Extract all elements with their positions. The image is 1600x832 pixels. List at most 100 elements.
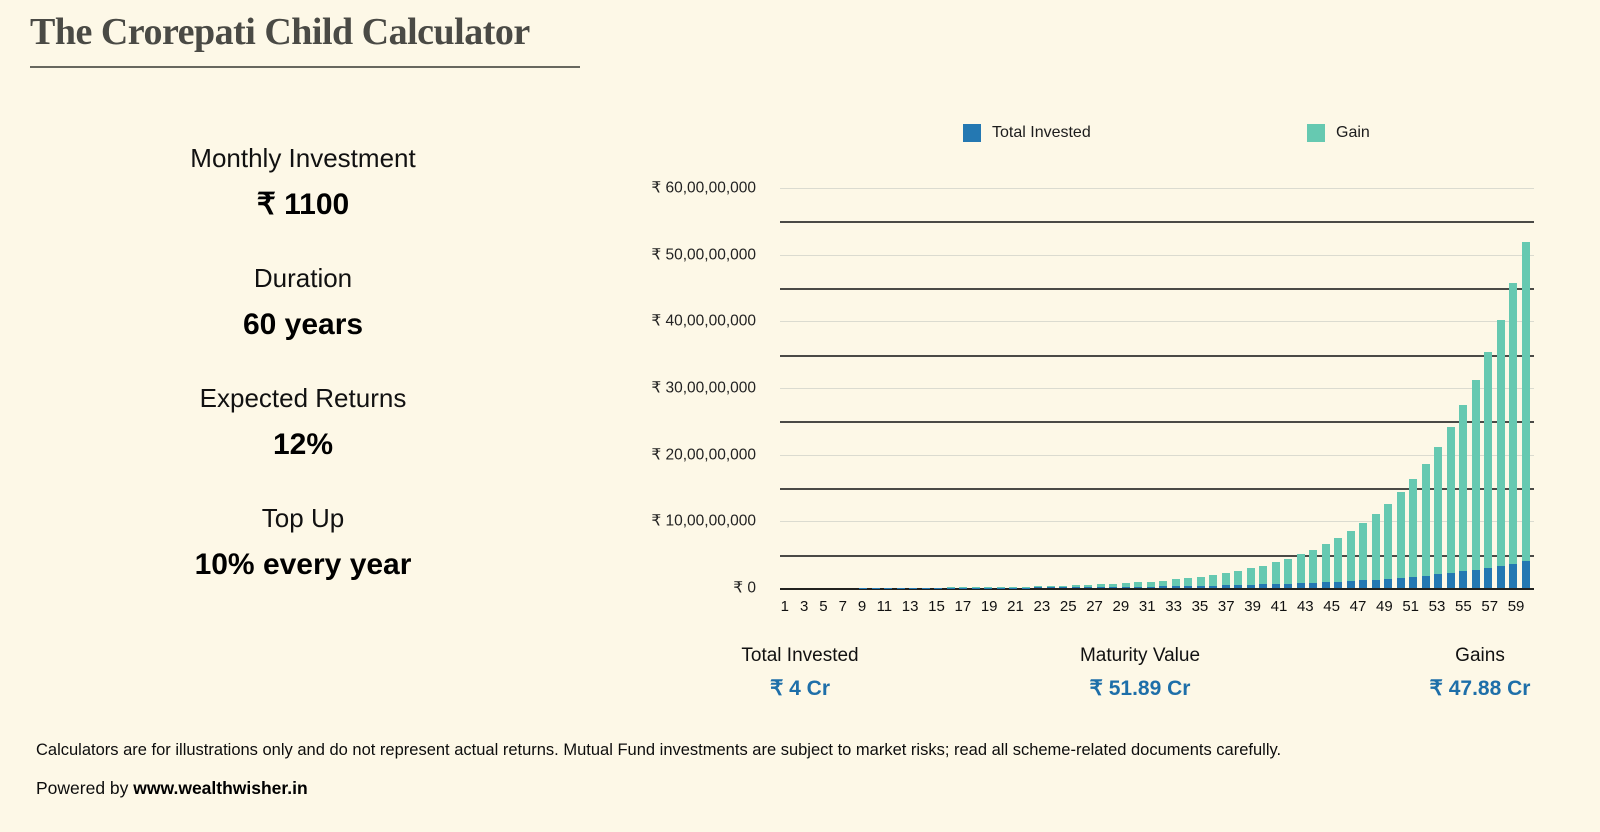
bar-segment-invested [1046, 587, 1055, 588]
chart-plot [780, 188, 1534, 590]
y-axis-label: ₹ 10,00,00,000 [651, 512, 756, 530]
x-axis-label [1472, 598, 1482, 615]
bar-segment-gain [996, 586, 1005, 588]
x-axis-label: 41 [1270, 598, 1288, 615]
bar-segment-invested [1521, 561, 1530, 588]
x-axis-label: 37 [1217, 598, 1235, 615]
bar-segment-gain [1409, 478, 1418, 577]
gridline [780, 421, 1534, 424]
bar-year-51 [1407, 478, 1420, 588]
bar-segment-gain [1046, 586, 1055, 588]
y-axis-label: ₹ 40,00,00,000 [651, 312, 756, 330]
x-axis-label: 3 [799, 598, 809, 615]
bar-segment-gain [1246, 568, 1255, 585]
bar-segment-gain [1096, 584, 1105, 588]
bar-segment-gain [1509, 283, 1518, 564]
bar-year-60 [1520, 242, 1533, 588]
x-axis-label: 29 [1112, 598, 1130, 615]
x-axis-label: 31 [1138, 598, 1156, 615]
x-axis-label [1261, 598, 1271, 615]
bar-segment-gain [1434, 446, 1443, 575]
bar-segment-invested [1071, 587, 1080, 588]
param-value: 12% [272, 428, 334, 461]
x-axis-label [1340, 598, 1350, 615]
bar-segment-gain [1459, 405, 1468, 572]
bar-segment-gain [1396, 492, 1405, 578]
bar-segment-gain [1359, 523, 1368, 581]
bar-segment-gain [1259, 565, 1268, 585]
powered-by-link[interactable]: www.wealthwisher.in [133, 778, 308, 798]
bar-segment-invested [1209, 585, 1218, 588]
bar-year-39 [1257, 565, 1270, 588]
x-axis-label [1103, 598, 1113, 615]
x-axis-label: 51 [1402, 598, 1420, 615]
bar-year-19 [1007, 586, 1020, 588]
x-axis-label [1445, 598, 1455, 615]
bar-segment-invested [1421, 575, 1430, 588]
legend-item-gain: Gain [1307, 124, 1370, 142]
bar-segment-invested [1334, 581, 1343, 588]
bar-year-44 [1320, 544, 1333, 588]
bar-segment-gain [1121, 583, 1130, 587]
gridline [780, 488, 1534, 490]
bar-year-48 [1370, 514, 1383, 588]
bar-segment-invested [1271, 584, 1280, 588]
x-axis-label: 11 [876, 598, 893, 615]
bar-segment-invested [1434, 574, 1443, 588]
bar-year-57 [1482, 351, 1495, 588]
bar-year-17 [982, 587, 995, 588]
bar-segment-gain [1159, 580, 1168, 587]
bar-segment-invested [1184, 586, 1193, 588]
y-axis-label: ₹ 30,00,00,000 [651, 379, 756, 397]
gridline [780, 254, 1534, 256]
bar-year-49 [1382, 503, 1395, 588]
x-axis-label [998, 598, 1008, 615]
x-axis-label: 33 [1165, 598, 1182, 615]
bar-year-46 [1345, 531, 1358, 588]
bar-segment-gain [1446, 427, 1455, 573]
param-duration: Duration 60 years [83, 262, 523, 343]
bar-segment-invested [1284, 583, 1293, 588]
x-axis-label: 59 [1507, 598, 1525, 615]
bar-segment-invested [1109, 586, 1118, 588]
x-axis-label [1077, 598, 1087, 615]
bar-segment-gain [1271, 562, 1280, 585]
bar-segment-invested [1059, 587, 1068, 588]
bar-segment-invested [1159, 586, 1168, 588]
bar-year-45 [1332, 538, 1345, 588]
bar-segment-invested [1084, 587, 1093, 588]
param-value: 60 years [242, 308, 364, 341]
x-axis-label [848, 598, 858, 615]
x-axis-label: 55 [1455, 598, 1472, 615]
x-axis-label [1524, 598, 1534, 615]
bar-year-50 [1395, 492, 1408, 588]
x-axis-label: 47 [1349, 598, 1367, 615]
bar-year-53 [1432, 446, 1445, 588]
bar-segment-invested [1371, 579, 1380, 588]
gridline [780, 221, 1534, 224]
bar-segment-gain [1059, 585, 1068, 588]
param-label: Monthly Investment [190, 143, 416, 173]
bar-segment-invested [1409, 576, 1418, 588]
bar-segment-gain [1146, 581, 1155, 587]
bar-segment-invested [1246, 584, 1255, 588]
summary-label: Total Invested [741, 645, 859, 666]
bar-year-26 [1095, 584, 1108, 588]
bar-segment-invested [1446, 572, 1455, 588]
bar-segment-gain [1171, 579, 1180, 587]
bar-year-29 [1132, 582, 1145, 588]
x-axis-label: 9 [857, 598, 867, 615]
bar-year-58 [1495, 319, 1508, 588]
param-value: 10% every year [194, 548, 412, 581]
param-top-up: Top Up 10% every year [83, 502, 523, 583]
bar-year-21 [1032, 586, 1045, 588]
x-axis-label [892, 598, 902, 615]
bar-year-59 [1507, 283, 1520, 588]
bar-year-56 [1470, 380, 1483, 588]
x-axis-label: 53 [1428, 598, 1446, 615]
x-axis-label: 35 [1191, 598, 1209, 615]
bar-segment-gain [1221, 573, 1230, 586]
bar-segment-gain [1184, 578, 1193, 587]
gridline [780, 521, 1534, 523]
